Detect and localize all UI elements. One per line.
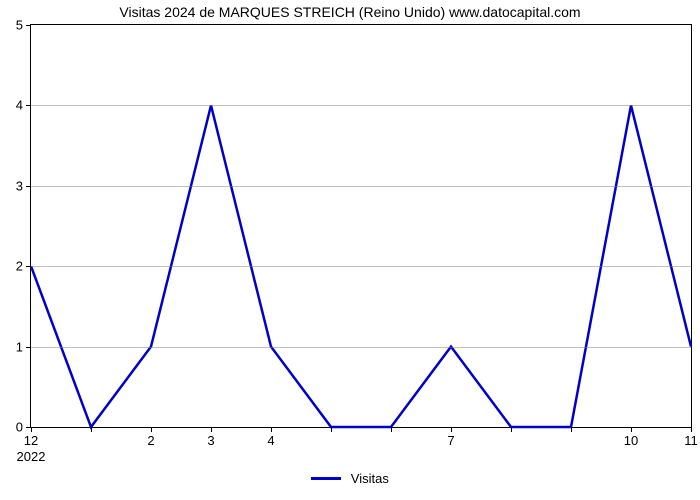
- ytick-label: 2: [16, 259, 23, 274]
- gridline: [31, 105, 691, 106]
- xtick-mark: [451, 427, 452, 432]
- chart-title: Visitas 2024 de MARQUES STREICH (Reino U…: [0, 4, 700, 20]
- xtick-mark: [151, 427, 152, 432]
- ytick-label: 4: [16, 98, 23, 113]
- xtick-mark: [391, 427, 392, 432]
- chart-container: Visitas 2024 de MARQUES STREICH (Reino U…: [0, 0, 700, 500]
- legend-swatch: [311, 477, 341, 480]
- xtick-label: 3: [207, 433, 214, 448]
- xtick-mark: [31, 427, 32, 432]
- xtick-label: 11: [684, 433, 698, 448]
- xtick-label: 7: [447, 433, 454, 448]
- ytick-label: 5: [16, 18, 23, 33]
- gridline: [31, 266, 691, 267]
- xtick-mark: [331, 427, 332, 432]
- gridline: [31, 347, 691, 348]
- xtick-mark: [271, 427, 272, 432]
- xtick-label: 2: [147, 433, 154, 448]
- xtick-mark: [691, 427, 692, 432]
- ytick-mark: [26, 25, 31, 26]
- legend-label: Visitas: [351, 471, 389, 486]
- gridline: [31, 186, 691, 187]
- xtick-label: 10: [624, 433, 638, 448]
- xtick-mark: [211, 427, 212, 432]
- ytick-label: 1: [16, 339, 23, 354]
- plot-area: 01234512234710112022: [30, 24, 692, 428]
- xtick-label: 12: [24, 433, 38, 448]
- xtick-label: 4: [267, 433, 274, 448]
- legend: Visitas: [0, 470, 700, 486]
- xtick-mark: [511, 427, 512, 432]
- line-series: [31, 25, 691, 427]
- ytick-label: 3: [16, 178, 23, 193]
- xtick-mark: [571, 427, 572, 432]
- xtick-mark: [91, 427, 92, 432]
- xtick-mark: [631, 427, 632, 432]
- ytick-label: 0: [16, 420, 23, 435]
- x-axis-year-label: 2022: [17, 449, 46, 464]
